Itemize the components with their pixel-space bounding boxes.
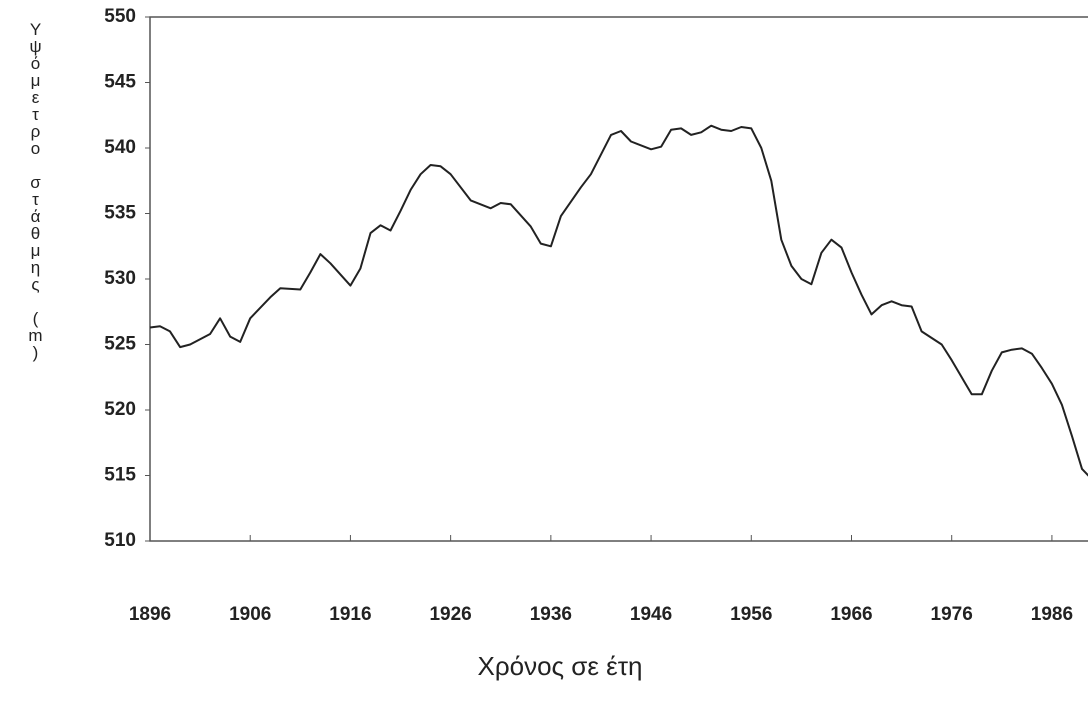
x-tick-label: 1956 bbox=[730, 604, 772, 625]
y-axis-label: Υψόμετρο στάθμης (m) bbox=[26, 20, 45, 360]
y-tick-label: 510 bbox=[104, 530, 136, 551]
plot-frame bbox=[149, 16, 1088, 542]
x-tick-label: 1936 bbox=[530, 604, 572, 625]
y-tick-label: 550 bbox=[104, 6, 136, 27]
x-tick-label: 1916 bbox=[329, 604, 371, 625]
x-tick-label: 1986 bbox=[1031, 604, 1073, 625]
x-tick-label: 1926 bbox=[429, 604, 471, 625]
x-tick-label: 1906 bbox=[229, 604, 271, 625]
data-line bbox=[149, 124, 1088, 477]
x-tick-label: 1946 bbox=[630, 604, 672, 625]
y-tick-label: 515 bbox=[104, 465, 136, 486]
x-tick-label: 1976 bbox=[931, 604, 973, 625]
x-tick-label: 1966 bbox=[830, 604, 872, 625]
y-tick-label: 520 bbox=[104, 399, 136, 420]
y-tick-label: 545 bbox=[104, 72, 136, 93]
y-tick-label: 535 bbox=[104, 203, 136, 224]
y-tick-label: 530 bbox=[104, 268, 136, 289]
x-axis-label: Χρόνος σε έτη bbox=[478, 651, 643, 681]
y-tick-label: 540 bbox=[104, 137, 136, 158]
y-tick-label: 525 bbox=[104, 334, 136, 355]
x-tick-label: 1896 bbox=[129, 604, 171, 625]
